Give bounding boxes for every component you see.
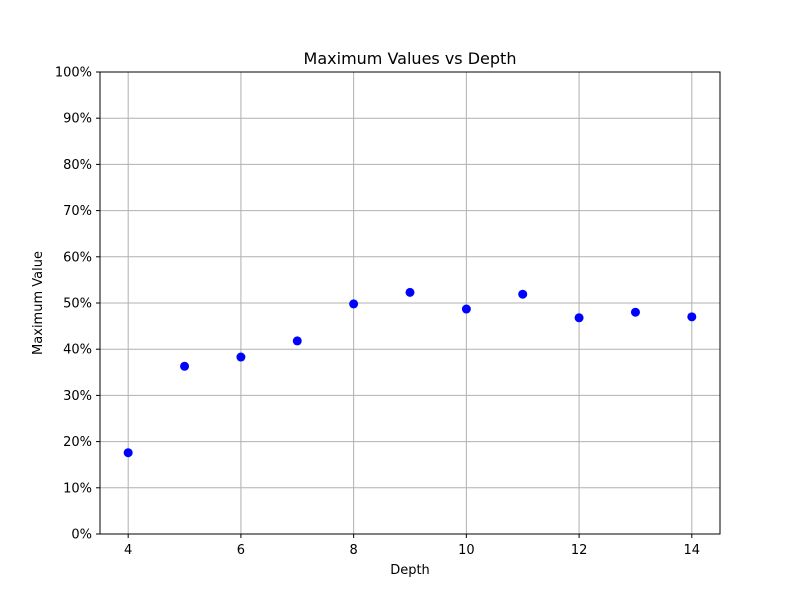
y-axis-ticks: 0% 10% 20% 30% 40% 50% 60% 70% 80% 90% 100% — [55, 66, 100, 543]
y-tick-label: 40% — [63, 343, 92, 358]
chart-title: Maximum Values vs Depth — [304, 49, 517, 68]
x-tick-label: 12 — [571, 543, 588, 558]
x-tick-label: 6 — [237, 543, 245, 558]
y-tick-label: 10% — [63, 481, 92, 496]
y-axis-label: Maximum Value — [31, 251, 46, 355]
y-tick-label: 60% — [63, 250, 92, 265]
x-axis-ticks: 4 6 8 10 12 14 — [124, 534, 700, 558]
data-point — [236, 352, 246, 362]
data-point — [180, 361, 190, 371]
x-tick-label: 4 — [124, 543, 132, 558]
data-point — [630, 307, 640, 317]
x-tick-label: 10 — [458, 543, 475, 558]
x-tick-label: 14 — [684, 543, 701, 558]
y-tick-label: 100% — [55, 66, 92, 81]
x-tick-label: 8 — [349, 543, 357, 558]
y-tick-label: 90% — [63, 112, 92, 127]
y-tick-label: 0% — [71, 528, 92, 543]
y-tick-label: 30% — [63, 389, 92, 404]
y-tick-label: 20% — [63, 435, 92, 450]
y-tick-label: 50% — [63, 297, 92, 312]
data-point — [518, 289, 528, 299]
data-point — [574, 313, 584, 323]
x-axis-label: Depth — [390, 563, 430, 578]
y-tick-label: 70% — [63, 204, 92, 219]
data-point — [687, 312, 697, 322]
data-point — [461, 304, 471, 314]
data-point — [123, 448, 133, 458]
data-point — [349, 299, 359, 309]
data-point — [292, 336, 302, 346]
data-point — [405, 287, 415, 297]
data-points — [123, 287, 697, 458]
y-tick-label: 80% — [63, 158, 92, 173]
